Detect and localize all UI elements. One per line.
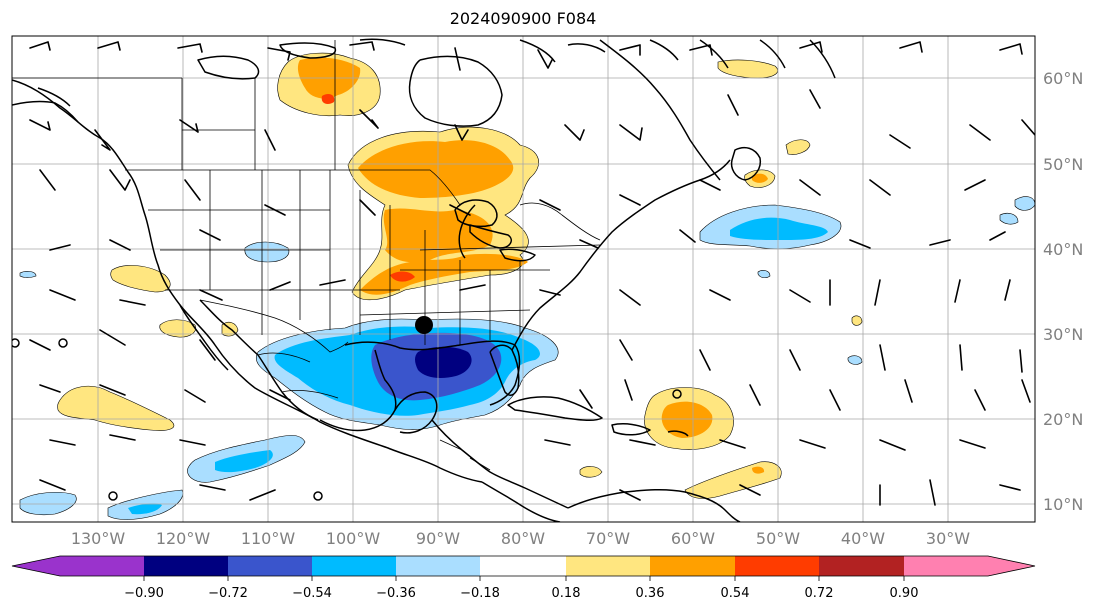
lon-label-100w: 100°W xyxy=(326,529,381,548)
storm-center-dot xyxy=(415,316,433,334)
lon-label-110w: 110°W xyxy=(241,529,296,548)
colorbar-segment-4 xyxy=(312,556,396,576)
colorbar-segment-10 xyxy=(819,556,904,576)
positive-region-midatlantic xyxy=(785,139,811,155)
positive-region-midsouth-core xyxy=(360,253,528,295)
map-title: 2024090900 F084 xyxy=(449,9,597,28)
lon-label-50w: 50°W xyxy=(756,529,800,548)
lon-label-40w: 40°W xyxy=(841,529,885,548)
lat-label-40n: 40°N xyxy=(1043,240,1083,259)
lon-label-90w: 90°W xyxy=(416,529,460,548)
colorbar-segment-5 xyxy=(396,556,480,576)
colorbar-tick-10: 0.90 xyxy=(890,586,919,601)
positive-region-greatlakes-core xyxy=(358,140,514,198)
colorbar-segment-8 xyxy=(650,556,735,576)
lat-label-30n: 30°N xyxy=(1043,325,1083,344)
negative-region-east-edge-2 xyxy=(999,212,1019,225)
colorbar-under-triangle xyxy=(12,556,60,576)
negative-region-pacific-sw xyxy=(19,491,77,516)
colorbar-tick-3: −0.54 xyxy=(292,586,332,601)
colorbar-tick-4: −0.36 xyxy=(376,586,416,601)
colorbar-tick-9: 0.72 xyxy=(805,586,834,601)
positive-region-small-1 xyxy=(579,466,603,478)
lat-label-50n: 50°N xyxy=(1043,155,1083,174)
coastlines xyxy=(12,38,836,522)
negative-region-us-west xyxy=(244,241,290,263)
colorbar-outline xyxy=(11,555,1036,577)
negative-region-small-2 xyxy=(757,270,771,279)
colorbar-segment-1 xyxy=(60,556,144,576)
colorbar-segment-9 xyxy=(735,556,819,576)
colorbar-segment-7 xyxy=(566,556,650,576)
negative-region-eastpacific-core xyxy=(215,450,273,473)
colorbar-segment-11 xyxy=(904,556,988,576)
negative-anomaly-shading xyxy=(19,196,1035,520)
colorbar-tick-2: −0.72 xyxy=(208,586,248,601)
calm-markers xyxy=(12,338,682,501)
positive-region-caribbean-core xyxy=(661,401,713,438)
positive-region-small-2 xyxy=(851,315,863,326)
lon-label-60w: 60°W xyxy=(671,529,715,548)
lat-label-20n: 20°N xyxy=(1043,410,1083,429)
colorbar-segment-6 xyxy=(480,556,566,576)
colorbar-segment-3 xyxy=(228,556,312,576)
political-borders xyxy=(12,40,601,471)
colorbar-over-triangle xyxy=(988,556,1035,576)
positive-region-midsouth-red xyxy=(390,271,415,282)
negative-region-small-3 xyxy=(19,271,37,278)
negative-region-gulf-db xyxy=(415,346,472,378)
positive-region-pacific-north xyxy=(110,265,171,293)
colorbar-tick-8: 0.54 xyxy=(721,586,750,601)
negative-region-pacific-s-core xyxy=(128,503,162,515)
lon-label-70w: 70°W xyxy=(586,529,630,548)
colorbar-tick-1: −0.90 xyxy=(124,586,164,601)
longitude-axis: 130°W 120°W 110°W 100°W 90°W 80°W 70°W 6… xyxy=(71,529,970,548)
colorbar-tick-5: −0.18 xyxy=(460,586,500,601)
lon-label-120w: 120°W xyxy=(156,529,211,548)
lat-label-10n: 10°N xyxy=(1043,495,1083,514)
positive-region-canada-north-red xyxy=(321,94,335,104)
wind-barbs xyxy=(29,41,1035,506)
latitude-axis: 60°N 50°N 40°N 30°N 20°N 10°N xyxy=(1043,69,1083,514)
map-content xyxy=(12,36,1035,522)
colorbar-tick-7: 0.36 xyxy=(636,586,665,601)
lon-label-80w: 80°W xyxy=(501,529,545,548)
colorbar-tick-6: 0.18 xyxy=(552,586,581,601)
negative-region-atlantic-core xyxy=(730,217,828,240)
lon-label-130w: 130°W xyxy=(71,529,126,548)
negative-region-east-edge xyxy=(1014,196,1035,211)
map-frame xyxy=(11,35,1036,523)
colorbar-segment-2 xyxy=(144,556,228,576)
positive-region-north-atlantic xyxy=(717,59,778,79)
positive-region-atlantic-strip-core xyxy=(752,466,765,474)
lat-label-60n: 60°N xyxy=(1043,69,1083,88)
positive-region-newfoundland-core xyxy=(752,173,768,183)
lon-label-30w: 30°W xyxy=(926,529,970,548)
negative-region-small-1 xyxy=(847,355,863,365)
colorbar: −0.90 −0.72 −0.54 −0.36 −0.18 0.18 0.36 … xyxy=(11,555,1036,601)
